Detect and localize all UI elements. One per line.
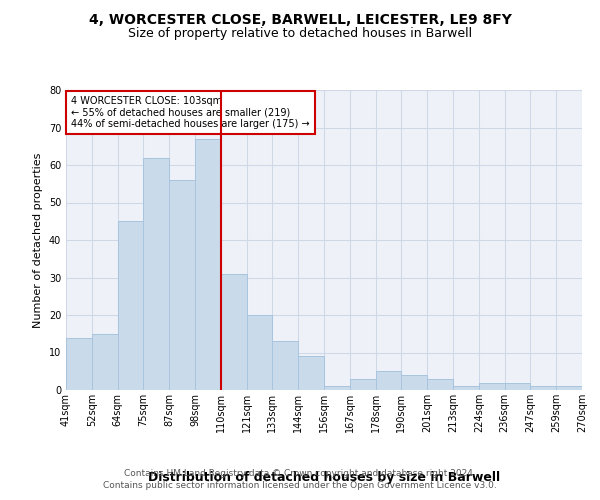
Bar xyxy=(247,315,272,390)
Text: 4 WORCESTER CLOSE: 103sqm
← 55% of detached houses are smaller (219)
44% of semi: 4 WORCESTER CLOSE: 103sqm ← 55% of detac… xyxy=(71,96,310,129)
Bar xyxy=(324,386,350,390)
Bar xyxy=(505,382,530,390)
Bar xyxy=(66,338,92,390)
Text: 4, WORCESTER CLOSE, BARWELL, LEICESTER, LE9 8FY: 4, WORCESTER CLOSE, BARWELL, LEICESTER, … xyxy=(89,12,511,26)
Bar xyxy=(143,158,169,390)
Bar xyxy=(427,379,453,390)
Bar xyxy=(401,375,427,390)
X-axis label: Distribution of detached houses by size in Barwell: Distribution of detached houses by size … xyxy=(148,471,500,484)
Bar xyxy=(350,379,376,390)
Y-axis label: Number of detached properties: Number of detached properties xyxy=(33,152,43,328)
Bar xyxy=(298,356,324,390)
Bar xyxy=(272,341,298,390)
Bar xyxy=(92,334,118,390)
Text: Size of property relative to detached houses in Barwell: Size of property relative to detached ho… xyxy=(128,28,472,40)
Text: Contains HM Land Registry data © Crown copyright and database right 2024.
Contai: Contains HM Land Registry data © Crown c… xyxy=(103,468,497,490)
Bar xyxy=(195,138,221,390)
Bar xyxy=(221,274,247,390)
Bar xyxy=(479,382,505,390)
Bar xyxy=(530,386,556,390)
Bar xyxy=(169,180,195,390)
Bar xyxy=(118,221,143,390)
Bar xyxy=(556,386,582,390)
Bar xyxy=(376,371,401,390)
Bar xyxy=(453,386,479,390)
